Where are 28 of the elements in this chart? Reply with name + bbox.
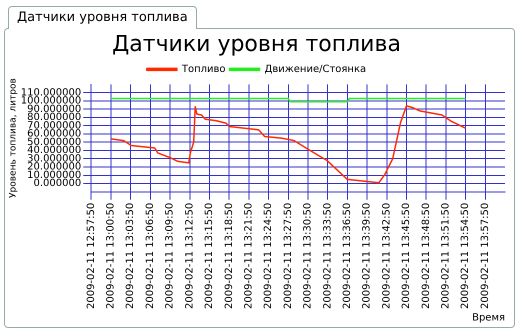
x-tick-label: 2009-02-11 13:54:50 (460, 202, 472, 310)
x-tick-label: 2009-02-11 13:24:50 (263, 202, 274, 310)
x-tick-label: 2009-02-11 13:03:50 (125, 202, 136, 310)
y-tick-label: 0.000000 (34, 178, 82, 190)
x-tick-label: 2009-02-11 13:21:50 (243, 202, 254, 310)
x-tick-label: 2009-02-11 13:57:50 (480, 202, 491, 310)
x-tick-label: 2009-02-11 13:51:50 (440, 202, 452, 310)
x-tick-label: 2009-02-11 13:12:50 (184, 202, 196, 310)
x-tick-label: 2009-02-11 13:45:50 (401, 202, 412, 310)
x-axis-title: Время (472, 312, 505, 324)
x-tick-label: 2009-02-11 13:06:50 (144, 202, 156, 310)
x-tick-label: 2009-02-11 13:30:50 (302, 202, 314, 310)
x-tick-label: 2009-02-11 12:57:50 (86, 202, 97, 310)
x-tick-label: 2009-02-11 13:39:50 (362, 202, 373, 310)
x-tick-label: 2009-02-11 13:27:50 (282, 202, 294, 310)
chart-title: Датчики уровня топлива (112, 32, 401, 57)
x-tick-label: 2009-02-11 13:36:50 (342, 202, 353, 310)
x-tick-label: 2009-02-11 13:18:50 (224, 202, 235, 310)
x-tick-label: 2009-02-11 13:15:50 (204, 202, 216, 310)
y-axis-title: Уровень топлива, литров (8, 78, 19, 198)
x-tick-label: 2009-02-11 13:00:50 (106, 202, 117, 310)
legend-label: Движение/Стоянка (264, 64, 366, 75)
x-tick-label: 2009-02-11 13:09:50 (164, 202, 176, 310)
text: Датчики уровня топлива (8, 6, 197, 29)
x-tick-label: 2009-02-11 13:48:50 (420, 202, 432, 310)
x-tick-label: 2009-02-11 13:33:50 (322, 202, 334, 310)
x-tick-label: 2009-02-11 13:42:50 (381, 202, 392, 310)
legend-label: Топливо (180, 64, 226, 75)
